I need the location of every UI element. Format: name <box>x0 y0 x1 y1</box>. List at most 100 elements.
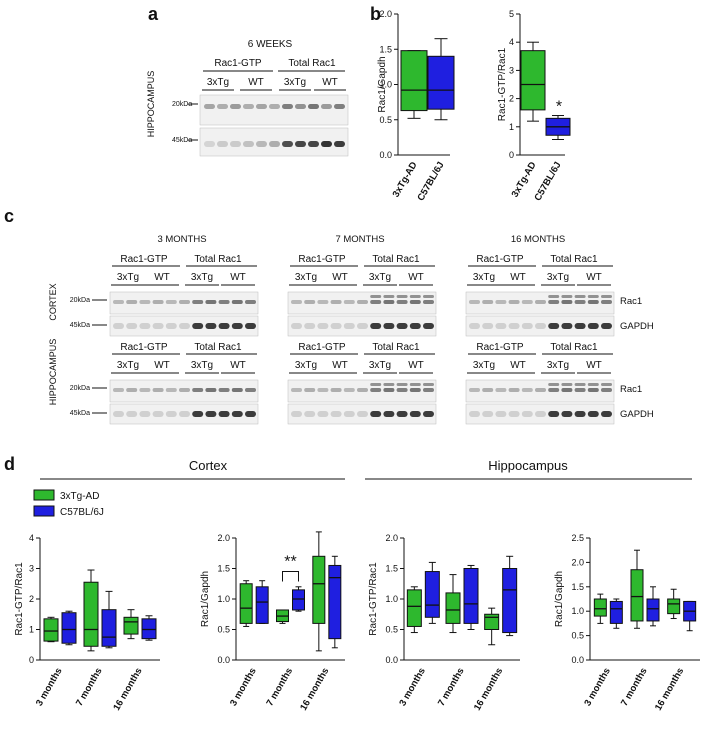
panel-c-band <box>548 383 560 386</box>
chart-b1-category-label: 3xTg-AD <box>391 160 420 199</box>
chart-d4-ytick-label: 1.0 <box>571 606 584 616</box>
panel-c-marker-20: 20kDa <box>70 385 90 392</box>
panel-c-band <box>574 388 586 392</box>
panel-c-group-total: Total Rac1 <box>550 342 598 353</box>
chart-d1-box-c57-3-months <box>61 612 77 644</box>
panel-c-group-rac1gtp: Rac1-GTP <box>476 254 524 265</box>
panel-c-band <box>113 411 124 417</box>
panel-c-band <box>192 300 204 304</box>
panel-c-band <box>231 323 243 329</box>
panel-c-group-rac1gtp: Rac1-GTP <box>298 254 346 265</box>
panel-a-band <box>282 104 293 109</box>
panel-c-strain-label: WT <box>230 360 246 371</box>
panel-c-band <box>152 300 164 304</box>
panel-c-band <box>423 323 434 329</box>
chart-d3-category-label: 3 months <box>397 666 428 708</box>
panel-c-band <box>409 295 421 298</box>
panel-c-band <box>521 388 533 392</box>
panel-c-band <box>548 295 560 298</box>
chart-b2-ytick-label: 5 <box>509 9 514 19</box>
panel-c-strain-label: WT <box>586 360 602 371</box>
chart-d4-ytick-label: 2.5 <box>571 533 584 543</box>
chart-d2-significance-bracket <box>282 571 299 582</box>
panel-c-band <box>139 300 151 304</box>
panel-a-band <box>269 141 280 147</box>
panel-c-band <box>165 411 177 417</box>
panel-c-band <box>245 300 256 304</box>
panel-c-group-total: Total Rac1 <box>550 254 598 265</box>
panel-a-title: 6 WEEKS <box>248 39 293 50</box>
panel-a-strain-label: 3xTg <box>284 77 306 88</box>
panel-c-band <box>548 300 560 304</box>
panel-c-band <box>113 388 124 392</box>
panel-c-band <box>495 388 507 392</box>
legend-swatch-c57 <box>33 505 55 517</box>
panel-c-band <box>469 300 480 304</box>
panel-c-strain-label: 3xTg <box>117 272 139 283</box>
chart-d2-ytick-label: 1.0 <box>217 594 230 604</box>
panel-c-tissue-hippocampus: HIPPOCAMPUS <box>48 339 58 406</box>
panel-c-band <box>291 300 302 304</box>
panel-c-band <box>343 388 355 392</box>
chart-d2-category-label: 16 months <box>298 666 331 713</box>
panel-c-band <box>357 300 368 304</box>
panel-c-band <box>574 300 586 304</box>
panel-c-band <box>291 388 302 392</box>
chart-b1-ytick-label: 0.0 <box>379 150 392 160</box>
panel-c-band <box>587 388 599 392</box>
chart-d4-ytick-label: 0.0 <box>571 655 584 665</box>
panel-a-band <box>230 104 241 109</box>
chart-d3-ytick-label: 1.0 <box>385 594 398 604</box>
panel-c-band <box>561 383 573 386</box>
panel-c-band <box>205 300 217 304</box>
panel-c-group-total: Total Rac1 <box>194 342 242 353</box>
chart-d1-box-c57-16-months <box>141 618 157 640</box>
panel-c-band <box>469 323 480 329</box>
panel-c-band <box>601 295 612 298</box>
panel-c-band <box>574 411 586 417</box>
panel-a-band <box>334 104 345 109</box>
chart-d2-box-c57-7-months <box>292 589 305 611</box>
panel-c-band <box>304 388 316 392</box>
chart-d4-category-label: 16 months <box>653 666 686 713</box>
panel-c-band <box>423 300 434 304</box>
panel-letter-b: b <box>370 4 381 24</box>
panel-c-band <box>383 295 395 298</box>
chart-d3-box-3xtg-16-months <box>484 613 500 630</box>
panel-c-band <box>561 411 573 417</box>
panel-c-band <box>330 388 342 392</box>
panel-c-band <box>561 295 573 298</box>
panel-c-band <box>317 411 329 417</box>
panel-c-band <box>330 300 342 304</box>
panel-c-band <box>179 323 190 329</box>
chart-d1-ytick-label: 3 <box>29 564 34 574</box>
panel-c-band <box>383 323 395 329</box>
panel-c-band <box>601 383 612 386</box>
chart-b2-ytick-label: 3 <box>509 65 514 75</box>
chart-b1-ytick-label: 1.0 <box>379 80 392 90</box>
chart-d1-category-label: 3 months <box>34 666 65 708</box>
chart-d3-box-c57-16-months <box>502 568 518 634</box>
legend-label-3xtg: 3xTg-AD <box>60 491 99 502</box>
panel-c-band <box>383 300 395 304</box>
panel-c-strain-label: WT <box>154 360 170 371</box>
panel-c-band <box>574 295 586 298</box>
chart-d2-box-c57-3-months <box>255 586 269 624</box>
chart-d1-ylabel: Rac1-GTP/Rac1 <box>14 562 25 636</box>
panel-c-band <box>330 323 342 329</box>
panel-c-band <box>245 411 256 417</box>
panel-c-band <box>165 388 177 392</box>
panel-c-band <box>587 411 599 417</box>
panel-c-marker-45: 45kDa <box>70 410 90 417</box>
panel-c-strain-label: WT <box>408 272 424 283</box>
panel-c-band <box>423 295 434 298</box>
panel-letter-c: c <box>4 206 14 226</box>
panel-c-band <box>126 323 138 329</box>
panel-c-band <box>535 388 546 392</box>
panel-c-timepoint: 3 MONTHS <box>157 234 206 245</box>
chart-b2-ytick-label: 1 <box>509 122 514 132</box>
chart-d2-ytick-label: 0.5 <box>217 625 230 635</box>
panel-c-marker-45: 45kDa <box>70 322 90 329</box>
panel-c-band <box>330 411 342 417</box>
panel-c-strain-label: 3xTg <box>547 360 569 371</box>
